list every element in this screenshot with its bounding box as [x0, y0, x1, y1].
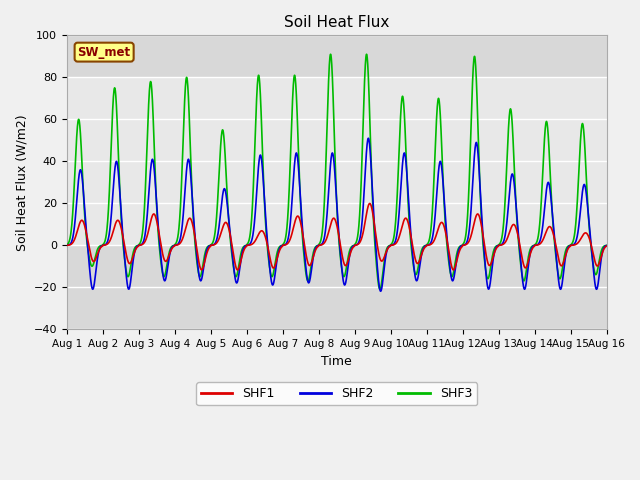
- Title: Soil Heat Flux: Soil Heat Flux: [284, 15, 389, 30]
- SHF2: [377, 288, 385, 294]
- SHF1: [603, 243, 611, 249]
- SHF3: [63, 242, 70, 248]
- SHF2: [127, 276, 135, 282]
- SHF1: [436, 221, 444, 227]
- SHF3: [326, 51, 334, 57]
- SHF2: [480, 246, 488, 252]
- SHF3: [436, 107, 444, 113]
- SHF2: [364, 135, 372, 141]
- SHF2: [63, 242, 70, 248]
- SHF1: [366, 201, 374, 206]
- Line: SHF2: SHF2: [67, 138, 607, 291]
- SHF3: [376, 287, 384, 292]
- SHF2: [128, 269, 136, 275]
- SHF3: [603, 242, 611, 248]
- SHF1: [128, 258, 136, 264]
- SHF3: [127, 262, 135, 268]
- SHF3: [480, 251, 488, 257]
- Bar: [67, 77, 607, 245]
- SHF2: [436, 159, 444, 165]
- Legend: SHF1, SHF2, SHF3: SHF1, SHF2, SHF3: [196, 383, 477, 406]
- Y-axis label: Soil Heat Flux (W/m2): Soil Heat Flux (W/m2): [15, 114, 28, 251]
- SHF3: [128, 257, 136, 263]
- Line: SHF1: SHF1: [67, 204, 607, 270]
- SHF1: [63, 242, 70, 248]
- SHF1: [234, 267, 241, 273]
- Line: SHF3: SHF3: [67, 54, 607, 289]
- SHF1: [127, 259, 135, 265]
- SHF3: [231, 271, 239, 276]
- SHF2: [603, 243, 611, 249]
- SHF2: [231, 272, 239, 277]
- SHF1: [97, 244, 105, 250]
- SHF3: [97, 243, 105, 249]
- X-axis label: Time: Time: [321, 355, 352, 368]
- SHF1: [231, 258, 239, 264]
- SHF2: [97, 244, 105, 250]
- Text: SW_met: SW_met: [77, 46, 131, 59]
- SHF1: [480, 238, 488, 244]
